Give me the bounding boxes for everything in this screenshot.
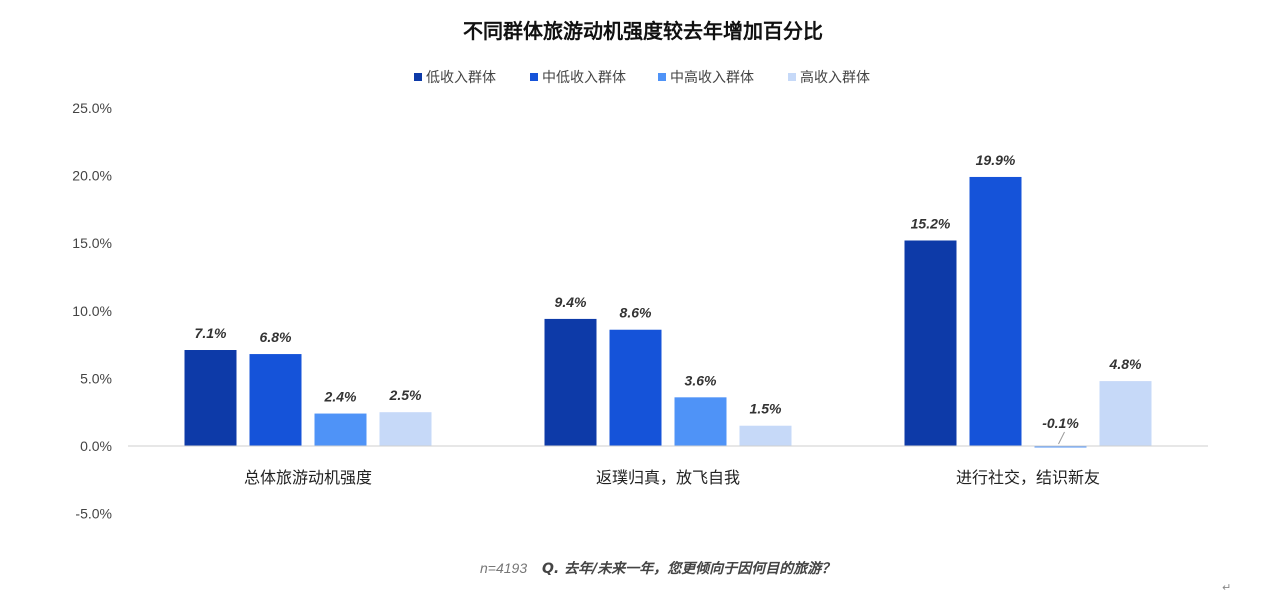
data-label: 15.2% — [911, 215, 951, 231]
legend: 低收入群体 中低收入群体 中高收入群体 高收入群体 — [414, 69, 870, 86]
y-tick-label: 10.0% — [72, 303, 112, 319]
legend-label-2: 中高收入群体 — [670, 69, 754, 86]
data-label: 2.4% — [324, 389, 357, 405]
legend-label-1: 中低收入群体 — [542, 70, 626, 86]
data-label: 8.6% — [620, 305, 652, 321]
category-label: 总体旅游动机强度 — [244, 468, 372, 487]
footer-sample-size: n=4193 — [480, 560, 527, 576]
y-tick-label: 20.0% — [72, 168, 112, 184]
data-label: 7.1% — [195, 325, 227, 341]
legend-swatch-3 — [788, 73, 796, 81]
y-tick-label: -5.0% — [75, 506, 112, 522]
bar — [1034, 446, 1087, 448]
y-tick-label: 5.0% — [80, 370, 112, 386]
legend-swatch-2 — [658, 73, 666, 81]
data-label: 19.9% — [976, 152, 1016, 168]
bar — [184, 350, 237, 446]
bar — [1099, 381, 1152, 446]
category-label: 进行社交，结识新友 — [956, 468, 1100, 487]
footer-question: Q. 去年/未来一年，您更倾向于因何目的旅游？ — [542, 560, 835, 577]
bar — [314, 413, 367, 446]
chart-title: 不同群体旅游动机强度较去年增加百分比 — [463, 19, 823, 43]
legend-swatch-1 — [530, 73, 538, 81]
bar — [609, 329, 662, 446]
bar — [969, 176, 1022, 446]
data-label: 2.5% — [389, 387, 422, 403]
data-labels: 7.1% 6.8% 2.4% 2.5% 9.4% 8.6% 3.6% 1.5% 15.2% 19.… — [195, 152, 1142, 445]
data-label: 4.8% — [1109, 356, 1142, 372]
y-tick-label: 0.0% — [80, 438, 112, 454]
bar — [249, 354, 302, 446]
data-label: 9.4% — [555, 294, 587, 310]
bar — [674, 397, 727, 446]
legend-swatch-0 — [414, 73, 422, 81]
bars — [184, 176, 1152, 448]
data-label: 3.6% — [685, 372, 717, 388]
category-label: 返璞归真，放飞自我 — [596, 468, 740, 487]
y-tick-label: 15.0% — [72, 235, 112, 251]
legend-label-3: 高收入群体 — [800, 69, 870, 86]
bar — [739, 425, 792, 446]
data-label-leader — [1058, 431, 1065, 445]
x-axis: 总体旅游动机强度 返璞归真，放飞自我 进行社交，结识新友 — [128, 445, 1208, 487]
bar — [379, 412, 432, 446]
bar — [544, 318, 597, 446]
y-tick-label: 25.0% — [72, 100, 112, 116]
bar — [904, 240, 957, 446]
legend-label-0: 低收入群体 — [426, 70, 496, 86]
data-label: 6.8% — [260, 329, 292, 345]
data-label: 1.5% — [750, 401, 782, 417]
y-axis: 25.0% 20.0% 15.0% 10.0% 5.0% 0.0% -5.0% — [72, 100, 112, 522]
return-mark: ↵ — [1222, 581, 1231, 591]
data-label: -0.1% — [1042, 415, 1079, 431]
